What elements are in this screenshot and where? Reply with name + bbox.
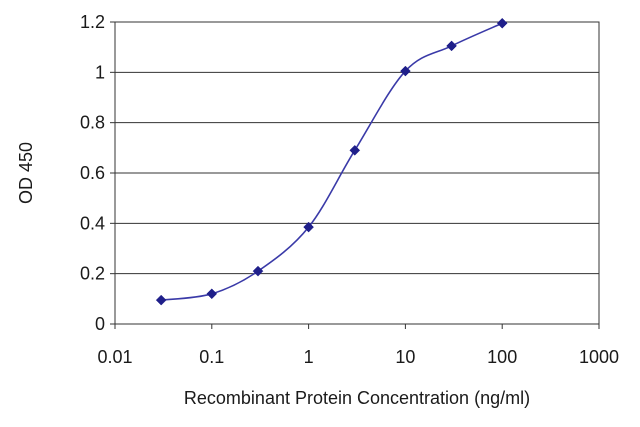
data-point (446, 40, 457, 52)
x-tick-label: 0.01 (97, 347, 132, 367)
data-point (252, 265, 264, 277)
y-tick-label: 0.4 (80, 213, 105, 233)
data-point (206, 288, 218, 300)
x-tick-label: 1000 (579, 347, 619, 367)
grid (115, 71, 599, 275)
y-tick-label: 0.6 (80, 163, 105, 183)
series-line (161, 22, 503, 301)
x-tick-label: 1 (304, 347, 314, 367)
y-tick-label: 1 (95, 62, 105, 82)
y-tick-label: 0.8 (80, 113, 105, 133)
y-tick-label: 1.2 (80, 12, 105, 32)
x-tick-label: 0.1 (199, 347, 224, 367)
data-point (400, 65, 411, 77)
y-axis-ticks (110, 21, 115, 325)
data-point (496, 17, 508, 29)
y-tick-label: 0.2 (80, 264, 105, 284)
y-tick-label: 0 (95, 314, 105, 334)
y-axis-tick-labels: 0 0.2 0.4 0.6 0.8 1 1.2 (80, 12, 105, 334)
x-axis-tick-labels: 0.01 0.1 1 10 100 1000 (97, 347, 619, 367)
y-axis-title: OD 450 (16, 142, 36, 204)
data-point (155, 294, 167, 306)
data-point (303, 221, 314, 233)
x-tick-label: 100 (487, 347, 517, 367)
x-axis-title: Recombinant Protein Concentration (ng/ml… (184, 388, 530, 408)
series-group (155, 17, 508, 306)
x-axis-ticks (114, 324, 600, 329)
x-tick-label: 10 (395, 347, 415, 367)
data-point (349, 144, 361, 156)
